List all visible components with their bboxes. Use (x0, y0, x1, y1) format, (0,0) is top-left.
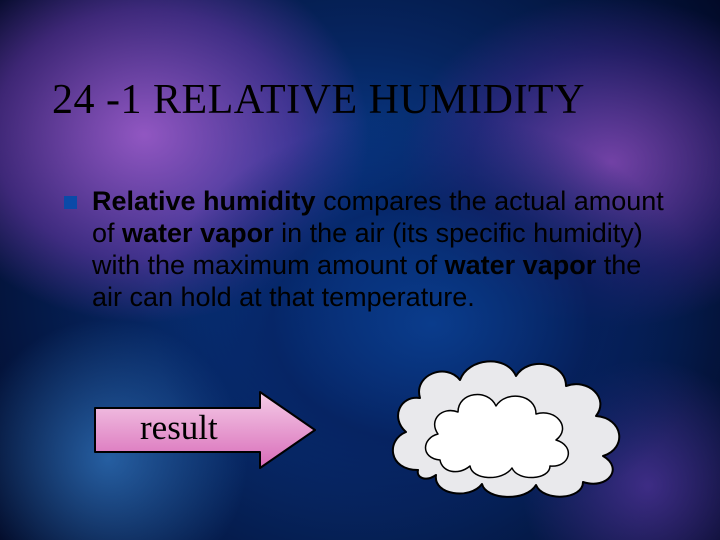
arrow-label: result (140, 408, 218, 448)
bold-term: water vapor (445, 250, 597, 280)
body-text: Relative humidity compares the actual am… (92, 186, 664, 313)
bold-term: Relative humidity (92, 186, 316, 216)
bullet-icon (64, 196, 77, 209)
body-paragraph: Relative humidity compares the actual am… (92, 186, 664, 312)
cloud-icon (378, 340, 638, 505)
slide: 24 -1 RELATIVE HUMIDITY Relative humidit… (0, 0, 720, 540)
bold-term: water vapor (122, 218, 274, 248)
slide-title: 24 -1 RELATIVE HUMIDITY (52, 76, 585, 124)
result-arrow: result (90, 388, 320, 473)
